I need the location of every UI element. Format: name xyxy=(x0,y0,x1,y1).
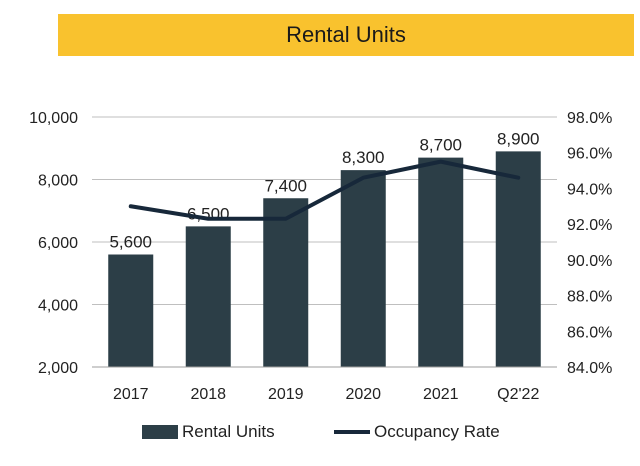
y-right-tick-label: 86.0% xyxy=(567,324,612,341)
combo-chart: 2,000 4,000 6,000 8,000 10,000 84.0% 86.0% 88.0… xyxy=(29,110,612,403)
bar-data-label: 8,300 xyxy=(342,148,385,167)
y-left-tick-label: 10,000 xyxy=(29,110,78,127)
y-right-tick-label: 98.0% xyxy=(567,110,612,127)
y-right-tick-label: 96.0% xyxy=(567,146,612,163)
legend-item-occupancy-rate: Occupancy Rate xyxy=(334,420,500,444)
bar-data-label: 8,700 xyxy=(419,136,462,155)
legend-label-occupancy-rate: Occupancy Rate xyxy=(374,422,500,441)
occupancy-rate-line xyxy=(128,159,521,221)
y-right-tick-label: 88.0% xyxy=(567,289,612,306)
y-left-tick-label: 2,000 xyxy=(38,360,78,377)
bar xyxy=(185,226,231,367)
chart-title-bar: Rental Units xyxy=(58,14,634,56)
bar-data-label: 7,400 xyxy=(264,176,307,195)
bar xyxy=(340,170,386,367)
x-tick-label: Q2'22 xyxy=(497,386,539,403)
legend-item-rental-units: Rental Units xyxy=(142,420,275,444)
y-right-tick-label: 92.0% xyxy=(567,217,612,234)
x-tick-label: 2018 xyxy=(190,386,226,403)
bar xyxy=(418,157,464,367)
legend: Rental Units Occupancy Rate xyxy=(0,420,640,444)
legend-bar-swatch xyxy=(142,425,178,439)
x-tick-label: 2020 xyxy=(345,386,381,403)
bar xyxy=(263,198,309,367)
y-right-tick-label: 94.0% xyxy=(567,181,612,198)
y-left-tick-label: 4,000 xyxy=(38,298,78,315)
x-tick-label: 2017 xyxy=(113,386,149,403)
y-right-tick-label: 84.0% xyxy=(567,360,612,377)
bar xyxy=(495,151,541,367)
bar xyxy=(108,254,154,367)
legend-label-rental-units: Rental Units xyxy=(182,422,275,441)
y-left-tick-label: 6,000 xyxy=(38,235,78,252)
x-tick-label: 2021 xyxy=(423,386,459,403)
legend-line-swatch xyxy=(334,430,370,434)
y-right-tick-label: 90.0% xyxy=(567,253,612,270)
x-tick-label: 2019 xyxy=(268,386,304,403)
bar-data-label: 8,900 xyxy=(497,129,540,148)
y-left-tick-label: 8,000 xyxy=(38,173,78,190)
chart-title: Rental Units xyxy=(286,22,406,47)
bar-data-label: 5,600 xyxy=(109,233,152,252)
